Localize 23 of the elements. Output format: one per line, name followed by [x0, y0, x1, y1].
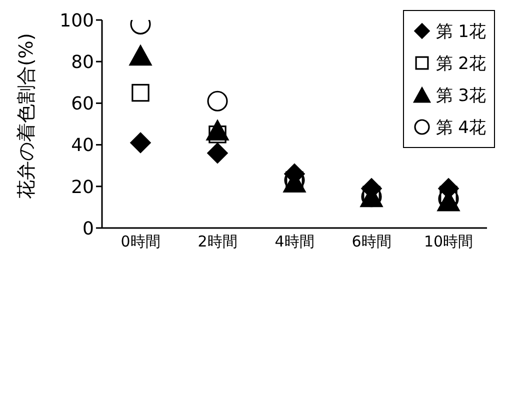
point: [440, 186, 458, 204]
legend-label: 第 4花: [436, 116, 486, 138]
x-tick-label: 2時間: [198, 232, 238, 251]
x-tick-label: 6時間: [352, 232, 392, 251]
point: [207, 142, 228, 164]
y-tick-label: 20: [71, 176, 94, 198]
y-tick-label: 40: [71, 135, 94, 156]
legend-label: 第 3花: [436, 84, 486, 106]
x-tick-label: 10時間: [424, 232, 474, 251]
point: [132, 84, 150, 102]
point: [130, 132, 151, 154]
y-tick-label: 60: [71, 94, 94, 115]
y-tick-label: 100: [60, 10, 94, 32]
y-tick-label: 0: [82, 218, 94, 240]
x-tick-label: 4時間: [274, 232, 314, 251]
legend-label: 第 2花: [436, 52, 486, 74]
y-axis-title: 花弁の着色割合(%): [16, 33, 38, 199]
point: [362, 186, 380, 204]
x-tick-label: 0時間: [120, 232, 160, 251]
point: [129, 45, 152, 66]
legend-label: 第 1花: [436, 20, 486, 42]
y-tick-label: 80: [71, 52, 94, 73]
point: [207, 90, 228, 112]
